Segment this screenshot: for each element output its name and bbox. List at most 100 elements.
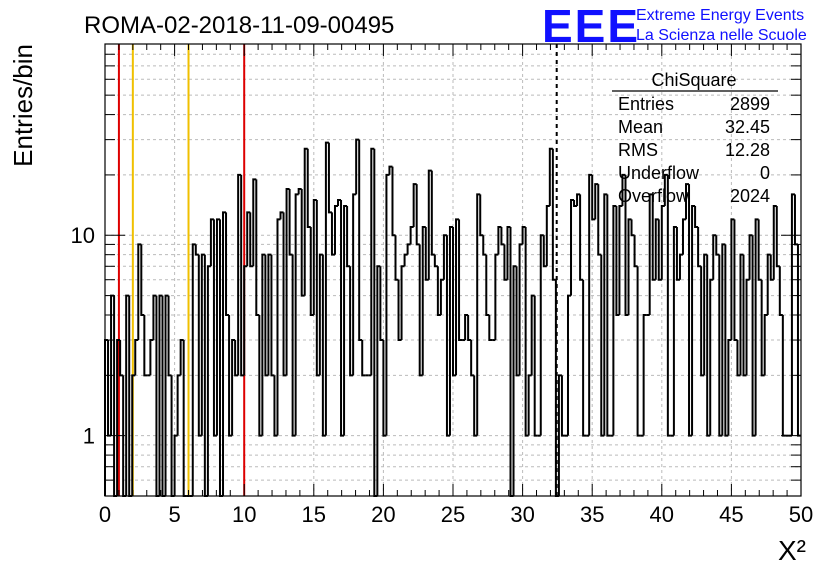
- histogram-bin: [355, 138, 360, 195]
- histogram-bin: [164, 294, 169, 496]
- histogram-bin: [515, 266, 520, 377]
- histogram-bin: [240, 174, 245, 377]
- histogram-bin: [134, 339, 139, 376]
- histogram-bin: [343, 204, 348, 436]
- histogram-bin: [228, 315, 233, 437]
- histogram-bin: [252, 178, 257, 267]
- histogram-bin: [721, 243, 726, 436]
- histogram-bin: [318, 253, 323, 376]
- histogram-bin: [479, 194, 484, 237]
- histogram-bin: [579, 194, 584, 281]
- histogram-bin: [222, 211, 227, 496]
- histogram-bin: [300, 189, 305, 297]
- histogram-bin: [182, 340, 187, 497]
- stats-row-label: Overflow: [618, 186, 690, 206]
- histogram-bin: [778, 266, 783, 316]
- histogram-bin: [406, 243, 411, 255]
- histogram-bin: [467, 315, 472, 342]
- histogram-bin: [500, 226, 505, 246]
- histogram-bin: [403, 253, 408, 267]
- histogram-bin: [621, 173, 626, 206]
- histogram-bin: [143, 315, 148, 377]
- histogram-bin: [672, 225, 677, 436]
- histogram-bin: [718, 254, 723, 437]
- histogram-bin: [309, 226, 314, 316]
- histogram-bin: [630, 219, 635, 237]
- histogram-bin: [597, 184, 602, 256]
- histogram-bin: [539, 234, 544, 436]
- histogram-bin: [321, 254, 326, 437]
- y-tick-label: 10: [71, 223, 95, 248]
- histogram-bin: [452, 226, 457, 377]
- histogram-bin: [470, 340, 475, 377]
- x-tick-label: 50: [789, 502, 813, 527]
- chart-title: ROMA-02-2018-11-09-00495: [84, 12, 394, 39]
- histogram-bin: [294, 193, 299, 436]
- x-tick-label: 10: [232, 502, 256, 527]
- histogram-bin: [427, 169, 432, 280]
- histogram-bin: [715, 235, 720, 256]
- histogram-bin: [615, 205, 620, 316]
- histogram-bin: [397, 279, 402, 342]
- histogram-bin: [206, 265, 211, 496]
- histogram-bin: [445, 235, 450, 437]
- histogram-bin: [215, 218, 220, 436]
- x-tick-label: 5: [168, 502, 180, 527]
- x-tick-label: 40: [650, 502, 674, 527]
- x-tick-label: 15: [302, 502, 326, 527]
- histogram-bin: [678, 253, 683, 280]
- histogram-bin: [327, 142, 332, 214]
- histogram-bin: [458, 219, 463, 342]
- histogram-bin: [769, 254, 774, 281]
- histogram-bin: [243, 265, 248, 376]
- stats-rows: Entries 2899 Mean 32.45 RMS 12.28 Underflow 0 Ov…: [618, 94, 770, 206]
- histogram-bin: [763, 314, 768, 376]
- histogram-bin: [566, 294, 572, 436]
- x-axis-title: Χ²: [778, 535, 806, 566]
- histogram-bin: [560, 375, 565, 437]
- histogram-bin: [409, 225, 414, 245]
- histogram-bin: [273, 375, 278, 437]
- histogram-bin: [430, 170, 435, 256]
- histogram-bin: [337, 198, 342, 206]
- x-tick-label: 0: [99, 502, 111, 527]
- stats-row-value: 12.28: [725, 140, 770, 160]
- histogram-bin: [267, 253, 272, 376]
- histogram-bin: [264, 254, 269, 377]
- histogram-bin: [706, 254, 711, 437]
- axis-ticks: [104, 43, 802, 497]
- histogram-bin: [137, 243, 142, 341]
- histogram-bin: [349, 266, 354, 377]
- histogram-bin: [140, 244, 145, 316]
- histogram-bin: [225, 212, 230, 316]
- histogram-bin: [754, 218, 759, 436]
- histogram-bin: [391, 166, 396, 237]
- histogram-bin: [418, 244, 423, 377]
- histogram-bin: [775, 205, 780, 268]
- histogram-bin: [527, 374, 532, 436]
- histogram-bin: [703, 253, 708, 376]
- histogram-bin: [464, 314, 469, 341]
- histogram-bin: [488, 315, 493, 342]
- histogram-bin: [415, 184, 420, 246]
- histogram-bin: [394, 235, 399, 281]
- histogram-bin: [591, 174, 596, 221]
- eee-logo: EEE Extreme Energy Events La Scienza nel…: [542, 0, 807, 52]
- histogram-bin: [288, 189, 293, 256]
- histogram-bin: [485, 254, 490, 316]
- histogram-bin: [742, 254, 747, 377]
- histogram-bin: [651, 194, 656, 281]
- histogram-bin: [297, 188, 302, 195]
- histogram-bin: [455, 218, 460, 376]
- histogram-bin: [119, 340, 124, 377]
- histogram-bin: [197, 254, 202, 437]
- histogram-bin: [276, 218, 281, 436]
- histogram-bin: [333, 204, 339, 255]
- histogram-bin: [712, 234, 717, 280]
- histogram-bin: [234, 340, 239, 377]
- histogram-bin: [627, 218, 632, 315]
- histogram-bin: [324, 141, 329, 436]
- histogram-bin: [448, 225, 453, 436]
- x-tick-label: 30: [510, 502, 534, 527]
- histogram-bin: [760, 279, 765, 377]
